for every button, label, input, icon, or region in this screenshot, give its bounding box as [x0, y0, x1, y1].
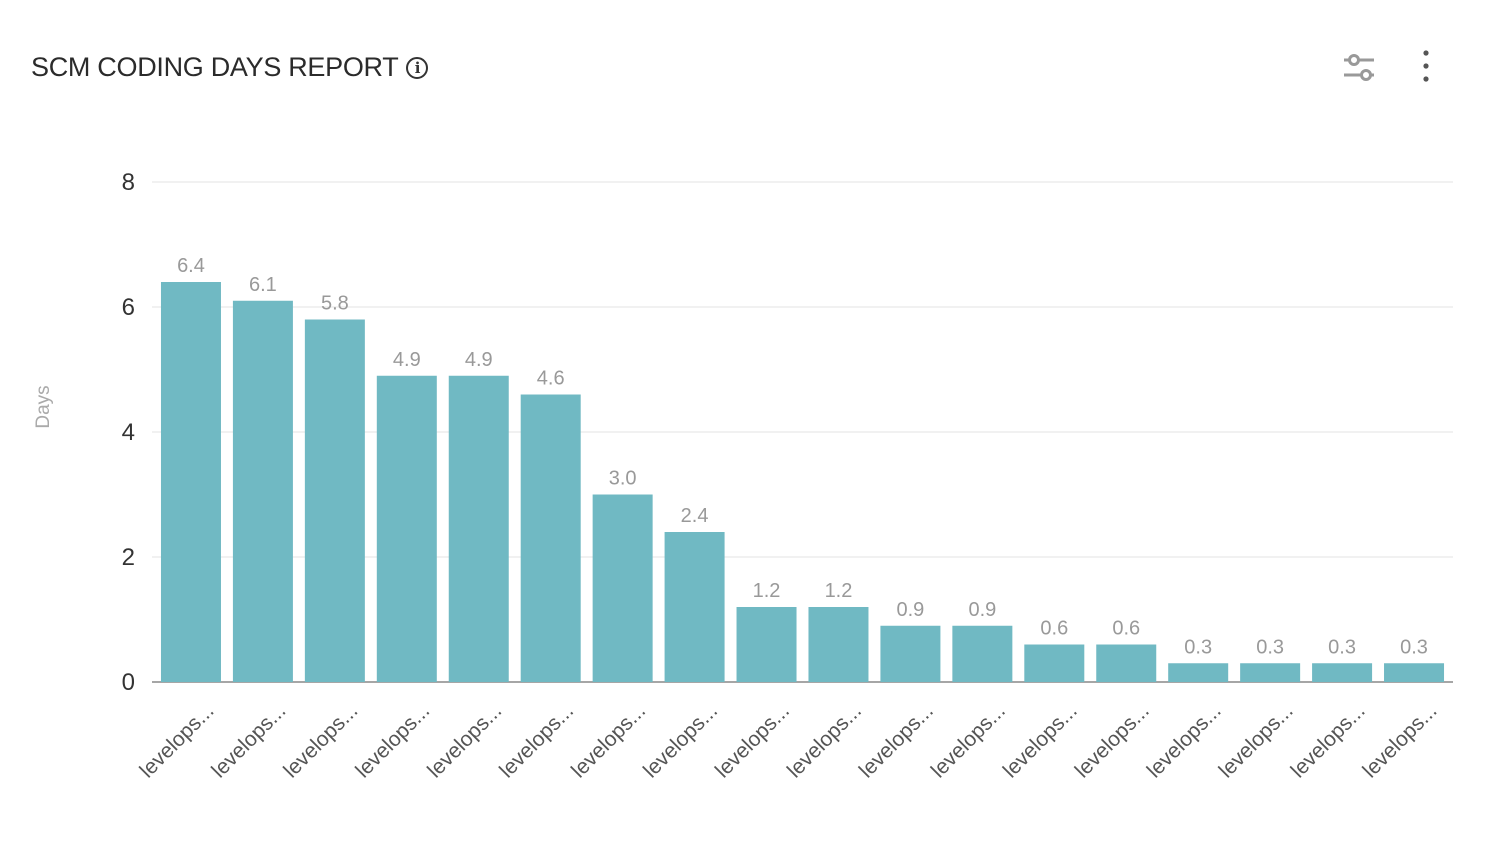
bar — [160, 282, 221, 682]
title-text: SCM CODING DAYS REPORT — [31, 52, 399, 82]
bar — [808, 607, 869, 682]
data-label: 0.3 — [1328, 636, 1356, 658]
x-tick-label: levelops... — [855, 699, 938, 782]
data-label: 6.1 — [249, 274, 277, 296]
y-axis-label: Days — [33, 385, 54, 428]
chart-title: SCM CODING DAYS REPORT i — [31, 52, 429, 83]
bar — [736, 607, 797, 682]
data-label: 0.9 — [968, 599, 996, 621]
bar — [1168, 663, 1229, 682]
bar — [1384, 663, 1445, 682]
x-tick-label: levelops... — [711, 699, 794, 782]
bar — [1024, 644, 1085, 682]
x-tick-label: levelops... — [207, 699, 290, 782]
y-tick-label: 0 — [122, 669, 135, 696]
bar — [1096, 644, 1157, 682]
x-tick-label: levelops... — [351, 699, 434, 782]
data-label: 0.3 — [1256, 636, 1284, 658]
data-label: 2.4 — [681, 505, 709, 527]
x-tick-label: levelops... — [1215, 699, 1298, 782]
bar — [376, 375, 437, 682]
data-label: 0.6 — [1040, 618, 1068, 640]
x-tick-label: levelops... — [1358, 699, 1441, 782]
x-tick-label: levelops... — [279, 699, 362, 782]
bar — [304, 319, 365, 682]
x-tick-label: levelops... — [567, 699, 650, 782]
x-tick-label: levelops... — [135, 699, 218, 782]
x-tick-label: levelops... — [423, 699, 506, 782]
y-tick-label: 8 — [122, 169, 135, 196]
bar — [952, 625, 1013, 682]
x-tick-label: levelops... — [927, 699, 1010, 782]
bar — [880, 625, 941, 682]
bar — [520, 394, 581, 682]
bar — [664, 532, 725, 682]
data-label: 0.6 — [1112, 618, 1140, 640]
data-label: 4.9 — [393, 349, 421, 371]
bar — [1312, 663, 1373, 682]
data-label: 3.0 — [609, 468, 637, 490]
x-tick-label: levelops... — [639, 699, 722, 782]
data-label: 6.4 — [177, 255, 205, 277]
data-label: 0.3 — [1400, 636, 1428, 658]
sliders-icon[interactable] — [1342, 52, 1378, 84]
bar — [448, 375, 509, 682]
data-label: 0.3 — [1184, 636, 1212, 658]
bar — [1240, 663, 1301, 682]
data-label: 0.9 — [897, 599, 925, 621]
y-tick-label: 6 — [122, 294, 135, 321]
x-tick-label: levelops... — [1143, 699, 1226, 782]
y-tick-label: 2 — [122, 544, 135, 571]
x-tick-label: levelops... — [495, 699, 578, 782]
bar — [592, 494, 653, 682]
y-tick-label: 4 — [122, 419, 135, 446]
x-tick-label: levelops... — [1286, 699, 1369, 782]
x-tick-label: levelops... — [999, 699, 1082, 782]
data-label: 5.8 — [321, 293, 349, 315]
data-label: 1.2 — [825, 580, 853, 602]
bar — [232, 300, 293, 682]
data-label: 1.2 — [753, 580, 781, 602]
x-tick-label: levelops... — [783, 699, 866, 782]
data-label: 4.9 — [465, 349, 493, 371]
info-icon[interactable]: i — [406, 56, 429, 79]
more-vertical-icon[interactable] — [1418, 48, 1434, 84]
x-tick-label: levelops... — [1071, 699, 1154, 782]
data-label: 4.6 — [537, 368, 565, 390]
